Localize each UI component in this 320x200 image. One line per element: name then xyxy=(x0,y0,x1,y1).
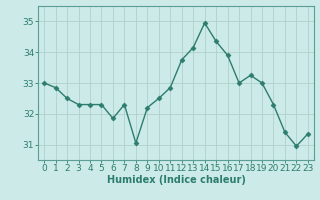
X-axis label: Humidex (Indice chaleur): Humidex (Indice chaleur) xyxy=(107,175,245,185)
